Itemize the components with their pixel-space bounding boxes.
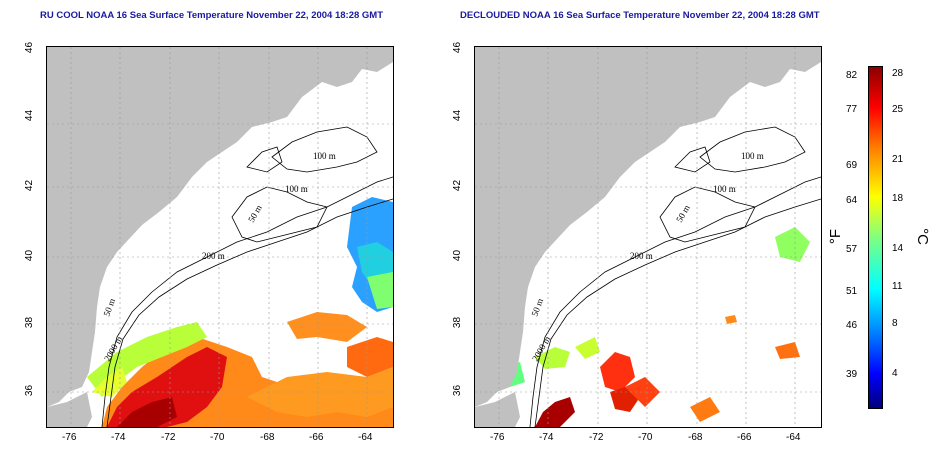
fahrenheit-tick: 64	[846, 195, 858, 206]
celsius-tick: 28	[892, 68, 904, 79]
sst-map-raw: 100 m 100 m 50 m 200 m 50 m 2000 m	[46, 46, 394, 428]
lat-tick: 38	[24, 316, 36, 329]
lat-tick: 38	[452, 316, 464, 329]
contour-label-50m-a: 50 m	[674, 203, 692, 224]
fahrenheit-tick: 39	[846, 369, 858, 380]
contour-label-200m: 200 m	[630, 251, 653, 261]
temperature-colorbar	[868, 66, 883, 409]
fahrenheit-tick: 46	[846, 320, 858, 331]
lon-tick: -70	[638, 432, 653, 443]
lon-tick: -64	[358, 432, 373, 443]
lon-tick: -72	[161, 432, 176, 443]
lon-tick: -74	[111, 432, 126, 443]
map-grid	[475, 47, 821, 427]
celsius-tick: 18	[892, 193, 904, 204]
lat-tick: 36	[452, 384, 464, 397]
land-layer	[475, 47, 821, 427]
sst-map-raw-graphic: 100 m 100 m 50 m 200 m 50 m 2000 m	[47, 47, 393, 427]
sst-map-declouded-graphic: 100 m 100 m 50 m 200 m 50 m 2000 m	[475, 47, 821, 427]
fahrenheit-tick: 69	[846, 160, 858, 171]
lon-tick: -74	[539, 432, 554, 443]
sst-map-declouded: 100 m 100 m 50 m 200 m 50 m 2000 m	[474, 46, 822, 428]
fahrenheit-tick: 82	[846, 70, 858, 81]
fahrenheit-tick: 57	[846, 244, 858, 255]
contour-label-50m-b: 50 m	[529, 297, 545, 318]
contour-label-100m-b: 100 m	[713, 184, 736, 194]
lat-tick: 46	[24, 41, 36, 54]
contour-label-50m-b: 50 m	[101, 297, 117, 318]
celsius-tick: 25	[892, 104, 904, 115]
left-map-title: RU COOL NOAA 16 Sea Surface Temperature …	[40, 10, 384, 21]
contour-label-100m-a: 100 m	[313, 151, 336, 161]
lat-tick: 44	[24, 109, 36, 122]
bathymetry-contours	[529, 126, 821, 427]
map-grid	[47, 47, 393, 427]
fahrenheit-tick: 77	[846, 104, 858, 115]
land-layer	[47, 47, 393, 427]
lon-tick: -64	[786, 432, 801, 443]
fahrenheit-unit-label: °F	[827, 228, 845, 245]
fahrenheit-tick: 51	[846, 286, 858, 297]
lon-tick: -76	[490, 432, 505, 443]
lon-tick: -72	[589, 432, 604, 443]
lat-tick: 42	[452, 179, 464, 192]
celsius-tick: 21	[892, 154, 904, 165]
lat-tick: 42	[24, 179, 36, 192]
lat-tick: 40	[24, 249, 36, 262]
celsius-tick: 8	[892, 318, 898, 329]
lat-tick: 36	[24, 384, 36, 397]
right-map-title: DECLOUDED NOAA 16 Sea Surface Temperatur…	[460, 10, 820, 21]
sst-data-layer	[47, 65, 393, 427]
celsius-tick: 14	[892, 243, 904, 254]
lon-tick: -66	[737, 432, 752, 443]
lat-tick: 46	[452, 41, 464, 54]
lon-tick: -70	[210, 432, 225, 443]
contour-label-50m-a: 50 m	[246, 203, 264, 224]
celsius-tick: 4	[892, 368, 898, 379]
lat-tick: 44	[452, 109, 464, 122]
contour-label-100m-a: 100 m	[741, 151, 764, 161]
lon-tick: -68	[688, 432, 703, 443]
contour-label-200m: 200 m	[202, 251, 225, 261]
lon-tick: -68	[260, 432, 275, 443]
lon-tick: -76	[62, 432, 77, 443]
lon-tick: -66	[309, 432, 324, 443]
celsius-unit-label: °C	[913, 228, 931, 245]
lat-tick: 40	[452, 249, 464, 262]
celsius-tick: 11	[892, 281, 903, 292]
contour-label-100m-b: 100 m	[285, 184, 308, 194]
